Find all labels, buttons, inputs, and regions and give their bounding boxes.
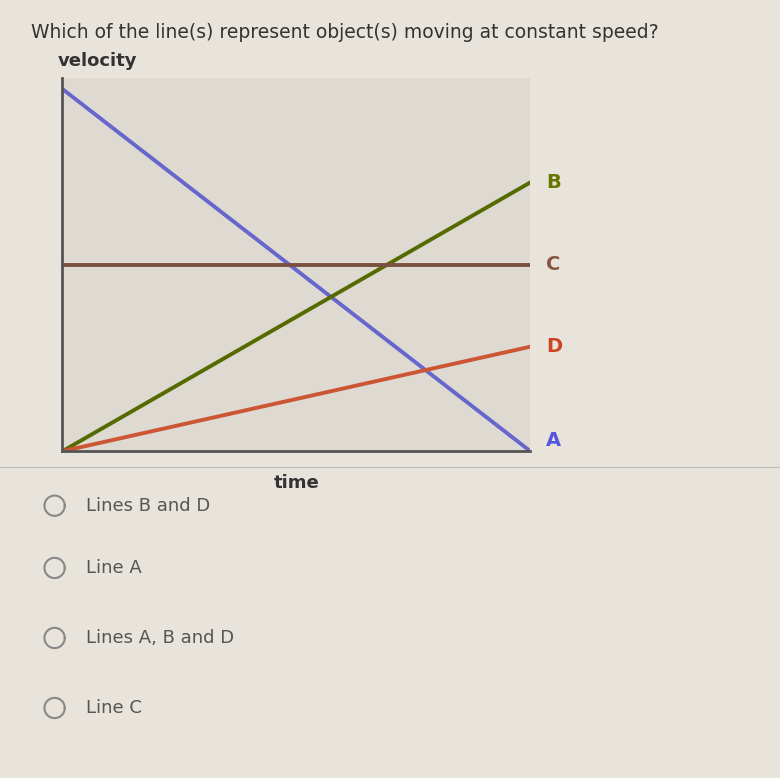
Text: Lines A, B and D: Lines A, B and D (86, 629, 234, 647)
Text: time: time (274, 474, 319, 492)
Text: Which of the line(s) represent object(s) moving at constant speed?: Which of the line(s) represent object(s)… (31, 23, 659, 42)
Text: C: C (546, 255, 560, 274)
Text: D: D (546, 337, 562, 356)
Text: Line C: Line C (86, 699, 142, 717)
Text: Line A: Line A (86, 559, 141, 577)
Text: B: B (546, 173, 561, 192)
Text: A: A (546, 430, 561, 450)
Text: velocity: velocity (58, 52, 137, 70)
Text: Lines B and D: Lines B and D (86, 496, 210, 515)
